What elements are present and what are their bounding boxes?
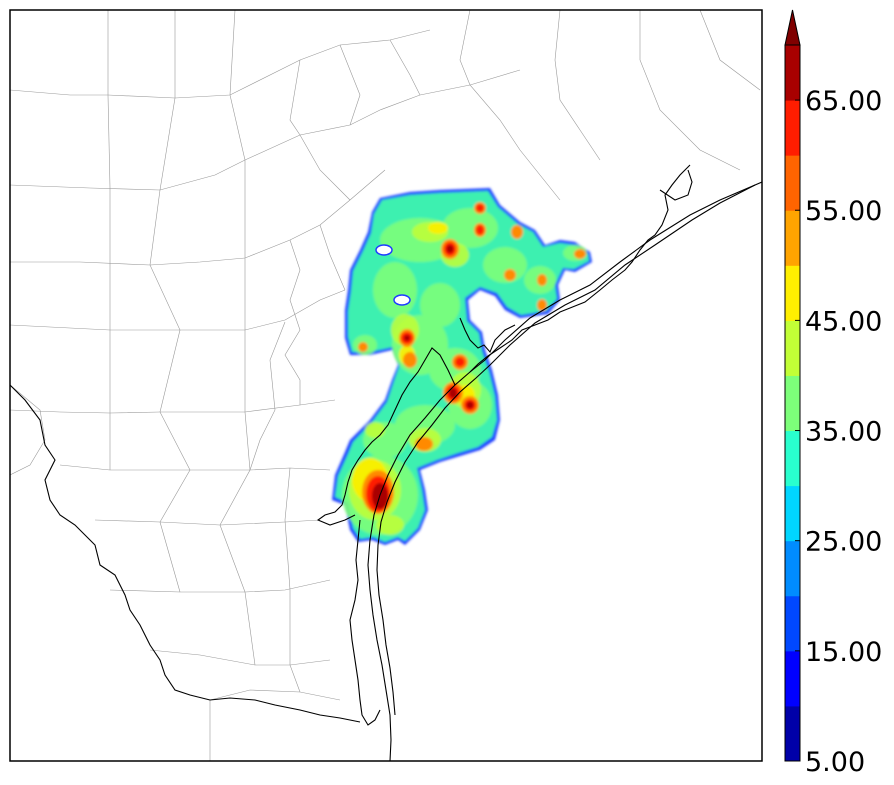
colorbar-segment — [785, 375, 800, 432]
colorbar-segment — [785, 485, 800, 542]
colorbar-tick-label: 35.00 — [805, 417, 882, 448]
coastline — [10, 164, 762, 761]
colorbar-tick-label: 15.00 — [805, 637, 882, 668]
colorbar-segment — [785, 595, 800, 652]
colorbar-segment — [785, 265, 800, 321]
colorbar-outline — [784, 44, 801, 762]
colorbar-segment — [785, 210, 800, 266]
colorbar-segment — [785, 650, 800, 707]
contour-holes — [375, 244, 411, 306]
colorbar-tick-label: 25.00 — [805, 527, 882, 558]
colorbar-tick-label: 65.00 — [805, 86, 882, 117]
colorbar-segment — [785, 100, 800, 156]
colorbar-tick-label: 45.00 — [805, 306, 882, 337]
colorbar: 5.00 15.00 25.00 35.00 45.00 55.00 65.00 — [784, 9, 882, 778]
colorbar-extend-arrow — [784, 9, 801, 46]
map-border — [9, 9, 763, 762]
colorbar-segment — [785, 320, 800, 376]
colorbar-tick-label: 5.00 — [805, 747, 865, 778]
colorbar-segment — [785, 705, 800, 762]
colorbar-tick-label: 55.00 — [805, 196, 882, 227]
county-boundaries — [10, 10, 761, 761]
colorbar-segment — [785, 45, 800, 101]
map-plot-area — [10, 10, 762, 761]
colorbar-segment — [785, 155, 800, 211]
colorbar-segment — [785, 430, 800, 487]
colorbar-segment — [785, 540, 800, 597]
